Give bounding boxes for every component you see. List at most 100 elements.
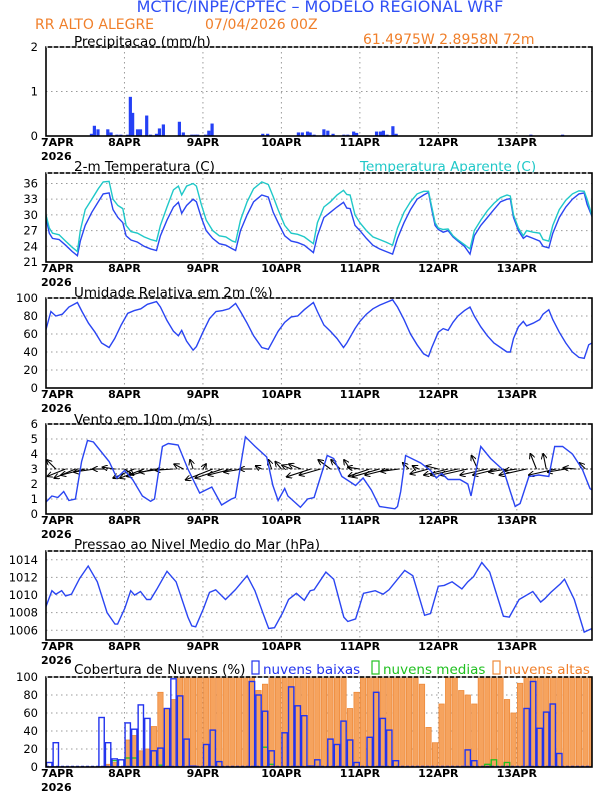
precip-bar [109, 132, 113, 136]
cloud-bar-high [445, 677, 452, 767]
cloud-bar-low [261, 710, 269, 767]
y-tick-label: 20 [23, 363, 38, 377]
wind-vector-arrow [543, 454, 546, 470]
cloud-bar-low [470, 760, 478, 767]
x-tick-label: 10APR [261, 767, 302, 780]
precip-bar [266, 133, 270, 136]
apparent-temp-legend: Temperatura Aparente (C) [359, 159, 536, 175]
temp-series-line [46, 180, 592, 253]
cloud-bar-high [366, 677, 373, 767]
cloud-bar-high [360, 677, 367, 767]
temp-title: 2-m Temperatura (C) [74, 159, 215, 175]
precip-bar [391, 126, 395, 136]
precip-marks [89, 96, 565, 136]
x-tick-label: 7APR [41, 767, 74, 780]
cloud-bar-high [530, 677, 537, 767]
cloud-bar-low [248, 680, 256, 767]
cloud-panel: 0 20 40 60 80 100 7APR 8APR 9APR 10APR 11APR 12APR 1… [16, 670, 593, 792]
temp-frame [45, 172, 593, 263]
cloud-bar-high [183, 677, 190, 767]
wind-vector-arrow [275, 462, 282, 470]
y-tick-label: 1012 [9, 570, 38, 584]
y-tick-label: 0 [31, 760, 38, 774]
precip-bar [378, 131, 383, 136]
wind-vector-arrow [411, 468, 429, 474]
cloud-bar-low [98, 716, 105, 767]
x-tick-label: 13APR [497, 767, 538, 780]
x-tick-label: 11APR [340, 640, 381, 653]
cloud-bar-high [405, 677, 412, 767]
x-tick-label: 11APR [340, 388, 381, 401]
precip-panel: 0 1 2 7APR 8APR 9APR 10APR 11APR 12APR 13APR 2026 [31, 40, 593, 163]
y-tick-label: 60 [23, 706, 38, 720]
x-tick-label: 9APR [187, 514, 220, 527]
y-tick-label: 1 [31, 492, 38, 506]
precip-bar [89, 133, 94, 136]
cloud-bar-high [438, 703, 445, 767]
wind-vector-arrow [256, 466, 263, 469]
precip-bar [106, 129, 110, 136]
x-tick-label: 12APR [418, 767, 459, 780]
cloud-bar-low [176, 695, 184, 767]
cloud-bar-high [562, 677, 569, 767]
cloud-bar-low [529, 680, 537, 767]
precip-bar [381, 130, 386, 136]
cloud-bar-high [137, 750, 144, 767]
wind-vector-arrow [564, 468, 576, 469]
station-coords: 61.4975W 2.8958N 72m [363, 32, 535, 48]
x-year-label: 2026 [41, 654, 72, 667]
cloud-bar-high [216, 677, 223, 767]
cloud-bar-high [503, 699, 511, 767]
wind-vector-arrow [54, 468, 76, 478]
wind-frame [45, 423, 593, 515]
cloud-bar-high [490, 677, 497, 767]
legend-low-clouds: nuvens baixas [263, 662, 360, 678]
cloud-bar-high [150, 726, 157, 767]
cloud-bar-high [203, 677, 210, 767]
wind-vector-arrow [300, 468, 321, 475]
cloud-title: Cobertura de Nuvens (%) [74, 662, 245, 678]
wind-vector-arrow [203, 464, 206, 469]
cloud-bar-high [510, 712, 517, 767]
x-tick-label: 13APR [497, 388, 538, 401]
y-tick-label: 30 [23, 208, 38, 222]
x-tick-label: 7APR [41, 514, 74, 527]
precip-bar [296, 132, 301, 136]
cloud-bar-high [582, 677, 589, 767]
y-tick-label: 40 [23, 724, 38, 738]
x-tick-label: 8APR [108, 136, 141, 149]
cloud-legend: nuvens baixas nuvens medias nuvens altas [251, 660, 590, 678]
y-tick-label: 2 [31, 40, 38, 54]
precip-bar [154, 133, 159, 136]
rh-panel: 0 20 40 60 80 100 7APR 8APR 9APR 10APR 11APR 12APR 1… [16, 291, 593, 415]
wind-vector-arrow [579, 463, 586, 470]
station-name: RR ALTO ALEGRE [35, 17, 154, 33]
y-tick-label: 36 [23, 176, 38, 190]
cloud-bar-high [477, 677, 484, 767]
cloud-bar-low [143, 717, 151, 767]
cloud-bar-high [471, 703, 478, 767]
y-tick-label: 60 [23, 327, 38, 341]
y-tick-label: 3 [31, 462, 38, 476]
pressure-title: Pressao ao Nivel Medio do Mar (hPa) [74, 537, 320, 553]
cloud-bar-high [484, 677, 491, 767]
precip-bar [326, 130, 330, 136]
cloud-bar-high [248, 677, 256, 767]
x-year-label: 2026 [41, 276, 72, 289]
cloud-bar-high [144, 748, 151, 767]
cloud-bar-low [163, 707, 171, 767]
precip-bar [96, 129, 100, 136]
cloud-bar-high [327, 677, 334, 767]
precip-bar [322, 129, 326, 136]
cloud-bar-high [340, 677, 347, 767]
x-tick-label: 8APR [108, 767, 141, 780]
wind-vector-arrow [48, 468, 66, 476]
wind-vector-arrow [441, 468, 468, 475]
cloud-bar-low [255, 694, 262, 767]
cloud-bar-high [346, 708, 354, 767]
cloud-bar-high [536, 677, 543, 767]
cloud-bar-high [307, 677, 314, 767]
x-tick-label: 7APR [41, 262, 74, 275]
cloud-bar-high [222, 677, 229, 767]
precip-bar [161, 124, 165, 136]
